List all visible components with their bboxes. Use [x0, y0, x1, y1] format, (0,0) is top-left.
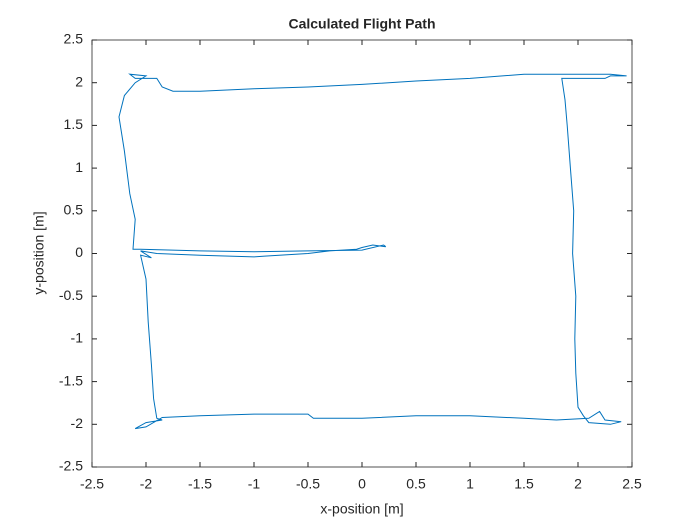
x-tick-label: -1.5 — [188, 476, 212, 492]
y-tick-label: 0 — [75, 244, 83, 260]
x-axis-label: x-position [m] — [320, 501, 403, 517]
y-axis-label: y-position [m] — [31, 211, 47, 294]
y-tick-label: -1 — [71, 330, 84, 346]
y-tick-label: -0.5 — [59, 287, 83, 303]
x-tick-label: -0.5 — [296, 476, 320, 492]
chart-title: Calculated Flight Path — [288, 16, 435, 32]
flight-path — [118, 73, 627, 430]
y-tick-label: -1.5 — [59, 372, 83, 388]
x-tick-label: 1 — [466, 476, 474, 492]
y-tick-label: 1.5 — [64, 116, 84, 132]
x-tick-label: -2 — [140, 476, 153, 492]
y-tick-label: -2.5 — [59, 458, 83, 474]
x-tick-label: 2.5 — [622, 476, 642, 492]
plot-area — [91, 39, 633, 468]
x-tick-label: -1 — [248, 476, 261, 492]
y-tick-label: 2.5 — [64, 31, 84, 47]
x-tick-label: 2 — [574, 476, 582, 492]
x-tick-label: 0 — [358, 476, 366, 492]
y-tick-label: 0.5 — [64, 202, 84, 218]
x-tick-label: 1.5 — [514, 476, 534, 492]
y-tick-label: -2 — [71, 415, 84, 431]
y-tick-label: 1 — [75, 159, 83, 175]
x-tick-label: 0.5 — [406, 476, 426, 492]
y-tick-label: 2 — [75, 73, 83, 89]
x-tick-label: -2.5 — [80, 476, 104, 492]
